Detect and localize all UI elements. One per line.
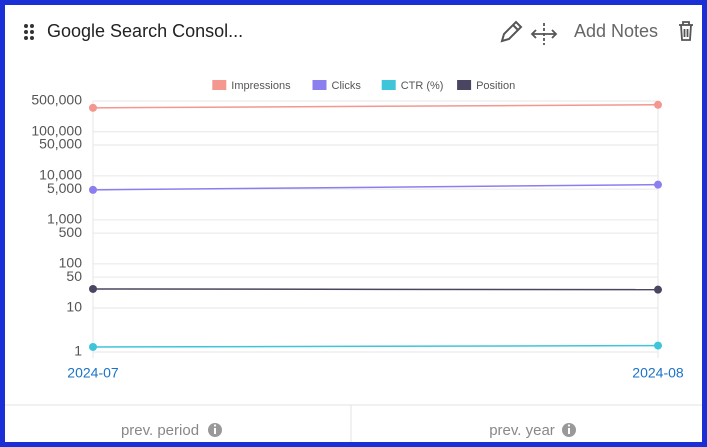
series-line (92, 183, 659, 191)
legend-label: Impressions (231, 80, 291, 92)
y-tick-label: 1 (74, 343, 82, 359)
prev-period-label[interactable]: prev. period (121, 422, 199, 439)
widget-canvas: Google Search Consol... Add Notes prev. … (5, 20, 702, 442)
y-tick-label: 500,000 (31, 92, 82, 108)
y-tick-label: 5,000 (47, 180, 82, 196)
legend-label: CTR (%) (401, 80, 444, 92)
add-notes-button[interactable]: Add Notes (574, 21, 658, 41)
data-point (654, 100, 662, 109)
move-icon[interactable] (530, 23, 558, 45)
drag-handle[interactable] (24, 24, 34, 40)
legend-swatch (457, 80, 472, 90)
info-icon[interactable] (562, 423, 576, 437)
legend-swatch (381, 80, 396, 90)
y-tick-label: 50 (66, 268, 82, 284)
data-point (654, 341, 662, 350)
y-tick-label: 1,000 (47, 211, 82, 227)
y-tick-label: 10,000 (39, 167, 82, 183)
series-line (92, 288, 659, 291)
delete-icon[interactable] (679, 21, 693, 41)
x-tick-label: 2024-08 (632, 365, 684, 381)
data-point (89, 284, 97, 293)
y-tick-label: 100 (59, 255, 83, 271)
data-point (654, 180, 662, 189)
legend-label: Position (476, 80, 515, 92)
y-tick-label: 10 (66, 299, 82, 315)
y-tick-label: 100,000 (31, 122, 82, 138)
data-point (89, 103, 97, 112)
info-icon[interactable] (208, 423, 222, 437)
legend-swatch (212, 80, 227, 90)
legend-label: Clicks (332, 80, 362, 92)
edit-icon[interactable] (500, 20, 523, 43)
widget-title: Google Search Consol... (47, 21, 243, 41)
y-tick-label: 500 (59, 224, 83, 240)
data-point (89, 185, 97, 194)
data-point (89, 342, 97, 351)
prev-year-label[interactable]: prev. year (489, 422, 555, 439)
data-point (654, 285, 662, 294)
series-line (92, 344, 659, 348)
x-tick-label: 2024-07 (67, 365, 119, 381)
legend-swatch (312, 80, 327, 90)
y-tick-label: 50,000 (39, 136, 82, 152)
series-line (92, 104, 659, 109)
